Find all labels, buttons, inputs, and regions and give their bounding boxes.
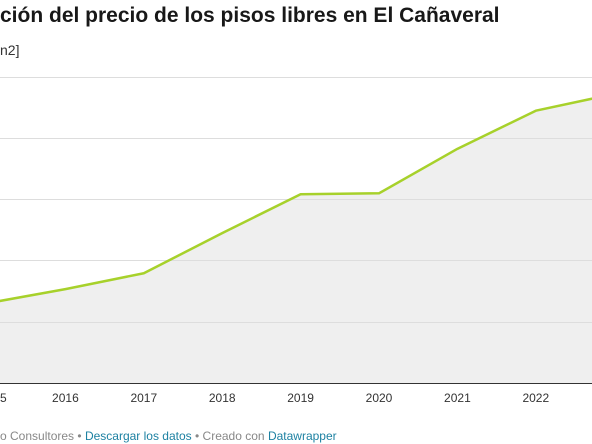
chart-footer: o Consultores • Descargar los datos • Cr… [0,429,337,443]
x-tick-label: 2017 [130,391,157,405]
data-point [143,272,145,274]
source-text: o Consultores [0,429,75,443]
download-data-link[interactable]: Descargar los datos [84,429,192,443]
created-with-text: Creado con [202,429,265,443]
data-point [456,148,458,150]
separator-dot: • [77,429,82,443]
data-point [378,192,380,194]
chart-subtitle: n2] [0,42,20,58]
x-tick-label: 2016 [52,391,79,405]
x-tick-label: 5 [0,391,7,405]
data-point [221,232,223,234]
x-tick-label: 2022 [522,391,549,405]
x-tick-label: 2021 [444,391,471,405]
area-fill [0,98,592,383]
data-point [535,110,537,112]
datawrapper-link[interactable]: Datawrapper [267,429,337,443]
separator-dot: • [195,429,200,443]
series-line [0,97,592,303]
data-point [64,288,66,290]
x-tick-label: 2019 [287,391,314,405]
chart-title: ción del precio de los pisos libres en E… [0,4,500,27]
x-tick-label: 2018 [209,391,236,405]
data-point [299,193,301,195]
x-tick-label: 2020 [366,391,393,405]
